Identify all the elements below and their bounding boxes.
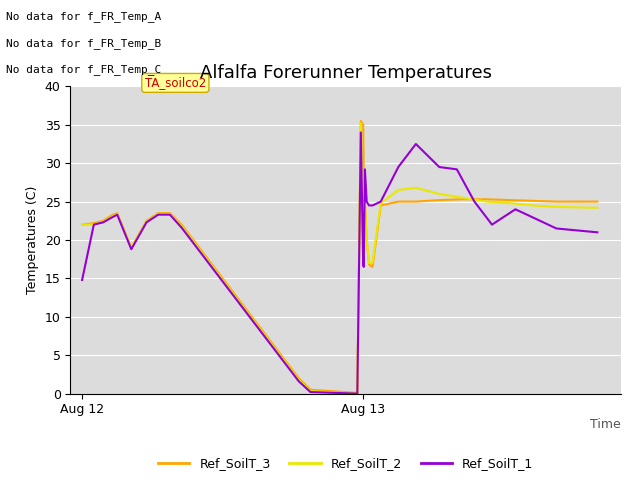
Text: TA_soilco2: TA_soilco2 xyxy=(145,76,206,89)
Y-axis label: Temperatures (C): Temperatures (C) xyxy=(26,186,39,294)
Legend: Ref_SoilT_3, Ref_SoilT_2, Ref_SoilT_1: Ref_SoilT_3, Ref_SoilT_2, Ref_SoilT_1 xyxy=(153,452,538,475)
Text: No data for f_FR_Temp_A: No data for f_FR_Temp_A xyxy=(6,11,162,22)
Title: Alfalfa Forerunner Temperatures: Alfalfa Forerunner Temperatures xyxy=(200,64,492,82)
Text: Time: Time xyxy=(590,418,621,431)
Text: No data for f_FR_Temp_C: No data for f_FR_Temp_C xyxy=(6,64,162,75)
Text: No data for f_FR_Temp_B: No data for f_FR_Temp_B xyxy=(6,37,162,48)
